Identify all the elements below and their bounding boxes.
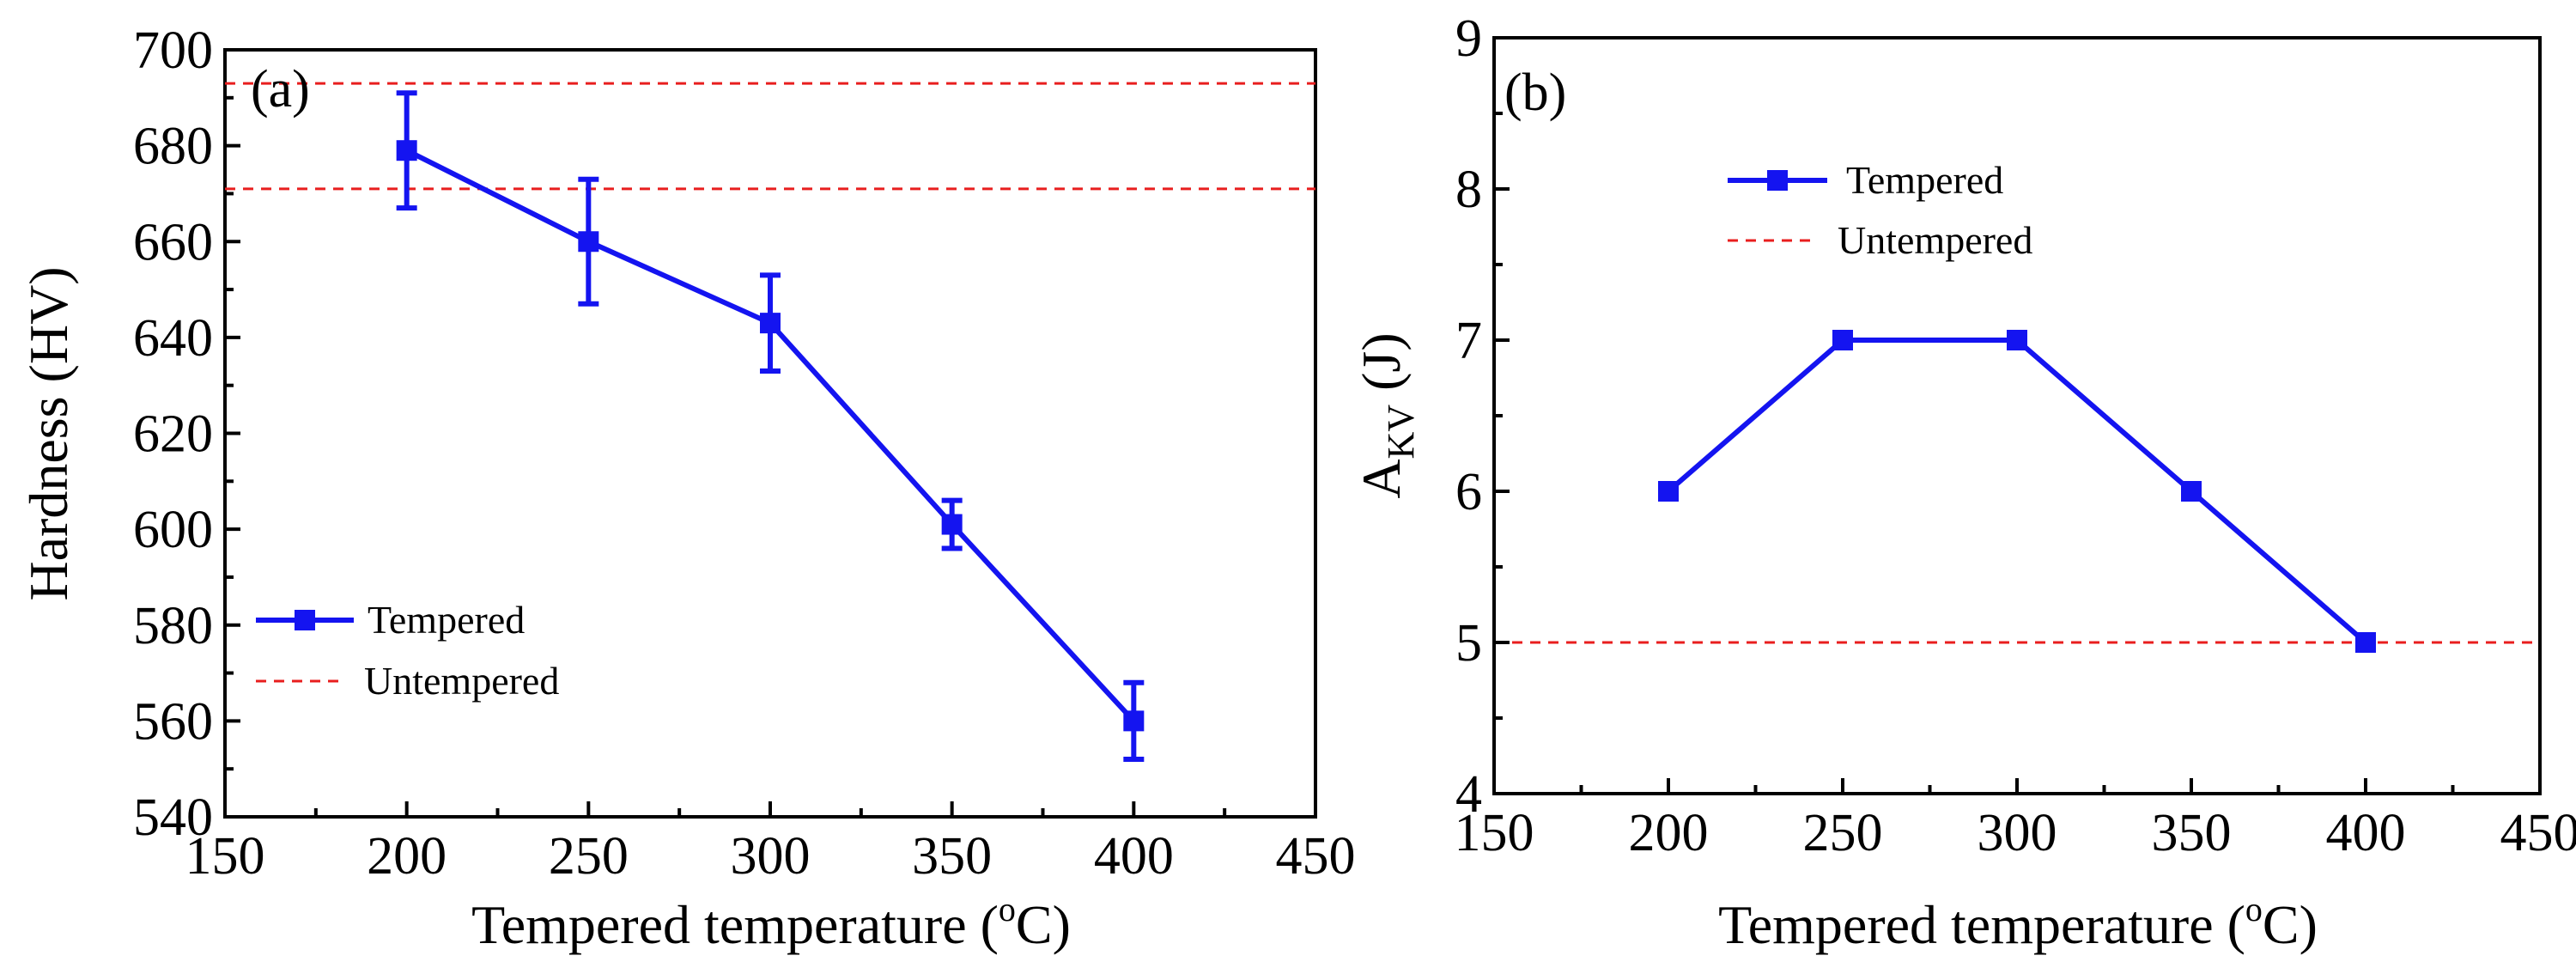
legend-label-untempered: Untempered xyxy=(1838,218,2032,262)
x-tick-label: 400 xyxy=(2326,804,2406,862)
data-point xyxy=(760,313,781,334)
data-point xyxy=(1832,330,1853,350)
y-tick-label: 600 xyxy=(133,501,213,559)
hardness-y-axis-label: Hardness (HV) xyxy=(18,266,79,600)
data-point xyxy=(396,140,417,161)
y-tick-label: 700 xyxy=(133,21,213,80)
y-tick-label: 540 xyxy=(133,788,213,847)
data-point xyxy=(2007,330,2027,350)
legend-marker-tempered xyxy=(295,610,315,630)
y-tick-label: 8 xyxy=(1455,161,1482,219)
y-tick-label: 580 xyxy=(133,597,213,655)
y-tick-label: 4 xyxy=(1455,765,1482,824)
y-tick-label: 640 xyxy=(133,309,213,368)
hardness-axis-ticks: 150 200 250 300 350 400 450 540 560 580 600 620 640 6… xyxy=(133,21,1356,886)
y-tick-label: 680 xyxy=(133,118,213,176)
impact-plot-frame xyxy=(1492,36,2542,795)
x-tick-label: 150 xyxy=(1455,804,1534,862)
x-tick-label: 350 xyxy=(2152,804,2232,862)
x-tick-label: 400 xyxy=(1094,827,1174,886)
legend-label-untempered: Untempered xyxy=(364,659,559,703)
x-tick-label: 200 xyxy=(367,827,447,886)
x-tick-label: 150 xyxy=(185,827,265,886)
data-point xyxy=(941,514,963,535)
x-tick-label: 200 xyxy=(1629,804,1709,862)
impact-series xyxy=(1658,330,2376,653)
y-tick-label: 7 xyxy=(1455,312,1482,370)
hardness-chart: 150 200 250 300 350 400 450 540 560 580 600 620 640 6… xyxy=(18,21,1356,955)
legend-label-tempered: Tempered xyxy=(368,598,525,642)
data-point xyxy=(1658,481,1679,502)
impact-x-axis-label: Tempered temperature (oC) xyxy=(1718,890,2318,955)
x-tick-label: 250 xyxy=(549,827,629,886)
x-tick-label: 450 xyxy=(1276,827,1356,886)
y-tick-label: 9 xyxy=(1455,9,1482,68)
hardness-x-axis-label: Tempered temperature (oC) xyxy=(471,890,1071,955)
impact-energy-chart: 150 200 250 300 350 400 450 4 5 6 7 8 9 (b) Tempered… xyxy=(1351,9,2576,955)
y-tick-label: 6 xyxy=(1455,463,1482,521)
panel-label-b: (b) xyxy=(1504,64,1566,122)
y-tick-label: 560 xyxy=(133,692,213,751)
legend-marker-tempered xyxy=(1767,170,1788,191)
x-tick-label: 300 xyxy=(731,827,811,886)
hardness-series xyxy=(396,90,1145,763)
y-tick-label: 620 xyxy=(133,405,213,464)
data-point xyxy=(2181,481,2202,502)
panel-label-a: (a) xyxy=(251,60,310,119)
x-tick-label: 350 xyxy=(912,827,992,886)
y-tick-label: 660 xyxy=(133,213,213,271)
data-point xyxy=(1123,710,1145,732)
y-tick-label: 5 xyxy=(1455,614,1482,673)
data-point xyxy=(2355,632,2376,653)
hardness-reference-lines xyxy=(225,82,1315,191)
hardness-legend: Tempered Untempered xyxy=(256,598,559,703)
impact-legend: Tempered Untempered xyxy=(1728,158,2032,262)
impact-y-axis-label: AKV (J) xyxy=(1351,332,1422,498)
x-tick-label: 450 xyxy=(2500,804,2576,862)
impact-axis-ticks: 150 200 250 300 350 400 450 4 5 6 7 8 9 xyxy=(1455,9,2576,862)
legend-label-tempered: Tempered xyxy=(1846,158,2003,202)
data-point xyxy=(578,231,599,253)
x-tick-label: 300 xyxy=(1978,804,2057,862)
x-tick-label: 250 xyxy=(1803,804,1883,862)
tempered-series-line xyxy=(1667,338,2367,645)
